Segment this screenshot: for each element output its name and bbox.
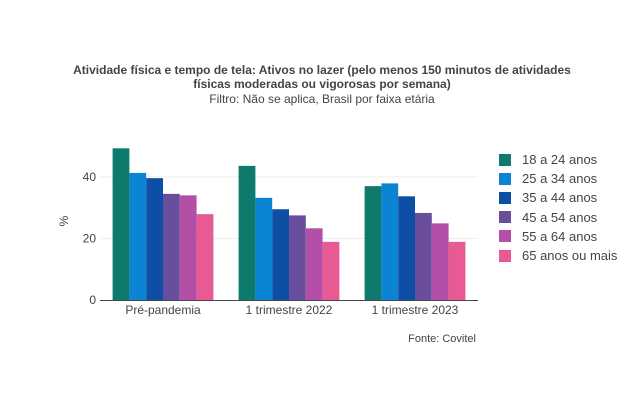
legend-swatch [499,249,511,262]
legend-label: 18 a 24 anos [522,152,598,168]
legend-label: 45 a 54 anos [522,209,598,225]
legend-label: 25 a 34 anos [522,171,598,187]
x-tick-label: Pré-pandemia [125,303,201,317]
y-axis-label: % [57,215,71,226]
source-note: Fonte: Covitel [408,333,476,345]
bar [415,212,432,300]
bar [163,193,180,300]
bar [146,178,163,300]
bar [398,196,415,300]
chart-title-line-2: físicas moderadas ou vigorosas por seman… [193,77,451,91]
chart-legend: 18 a 24 anos 25 a 34 anos 35 a 44 anos 45 a… [499,150,617,265]
bar [112,148,130,300]
bar [448,241,466,300]
y-tick-label: 0 [89,293,96,307]
legend-item[interactable]: 25 a 34 anos [499,169,617,188]
legend-swatch [499,172,511,185]
x-tick-label: 1 trimestre 2022 [246,303,333,317]
legend-swatch [499,211,511,224]
bar [129,172,147,300]
chart-subtitle: Filtro: Não se aplica, Brasil por faixa … [209,92,435,106]
bar [289,215,306,300]
bar [196,214,214,300]
legend-item[interactable]: 55 a 64 anos [499,227,617,246]
legend-item[interactable]: 65 anos ou mais [499,246,617,265]
bar [272,209,289,300]
bar [381,183,399,300]
bar [322,241,340,300]
legend-swatch [499,230,511,243]
legend-label: 55 a 64 anos [522,228,598,244]
bar [238,165,256,300]
bar [305,228,323,300]
bar [255,197,273,300]
legend-item[interactable]: 18 a 24 anos [499,150,617,169]
legend-swatch [499,153,511,166]
bar [364,186,382,300]
legend-swatch [499,191,511,204]
y-tick-label: 40 [83,170,97,184]
legend-label: 65 anos ou mais [522,248,618,264]
legend-label: 35 a 44 anos [522,190,598,206]
x-tick-label: 1 trimestre 2023 [372,303,459,317]
bar [179,195,197,300]
legend-item[interactable]: 35 a 44 anos [499,188,617,207]
chart-title-line-1: Atividade física e tempo de tela: Ativos… [73,63,571,77]
y-tick-label: 20 [83,231,97,245]
bar [431,223,449,300]
legend-item[interactable]: 45 a 54 anos [499,208,617,227]
